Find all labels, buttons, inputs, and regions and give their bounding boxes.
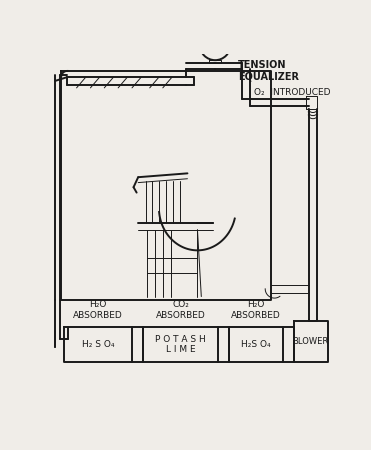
Text: H₂O
ABSORBED: H₂O ABSORBED (231, 301, 281, 320)
Text: CO₂
ABSORBED: CO₂ ABSORBED (156, 301, 206, 320)
Text: H₂O
ABSORBED: H₂O ABSORBED (73, 301, 123, 320)
Text: H₂S O₄: H₂S O₄ (241, 340, 271, 349)
Text: P O T A S H
L I M E: P O T A S H L I M E (155, 335, 206, 355)
Text: H₂ S O₄: H₂ S O₄ (82, 340, 114, 349)
Text: TENSION
EQUALIZER: TENSION EQUALIZER (238, 60, 299, 82)
Text: O₂  INTRODUCED: O₂ INTRODUCED (254, 88, 330, 97)
Text: BLOWER: BLOWER (292, 337, 329, 346)
